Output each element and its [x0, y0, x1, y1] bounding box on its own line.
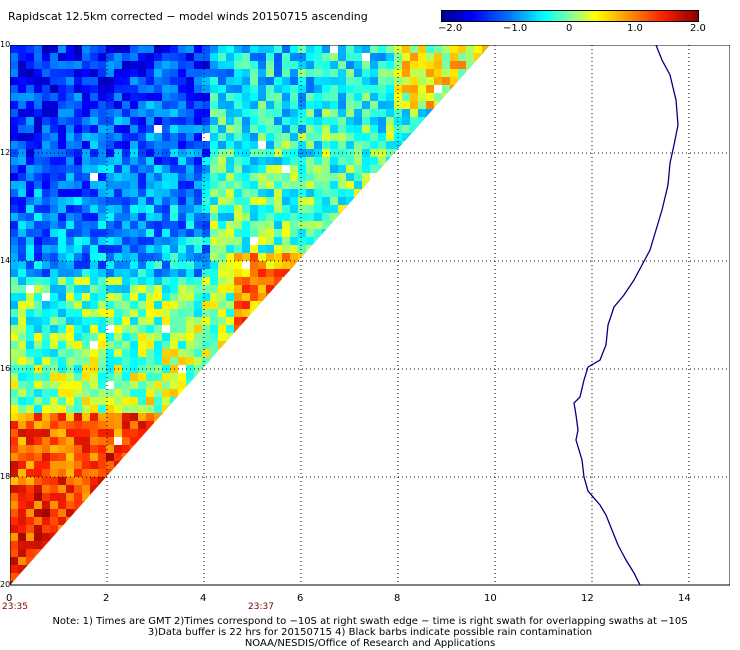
lon-label: 14 [678, 593, 691, 604]
lat-label: 10 [0, 40, 11, 49]
lon-label: 2 [103, 593, 110, 604]
lat-label: 20 [0, 580, 11, 589]
lon-label: 8 [394, 593, 401, 604]
colorbar [441, 10, 699, 22]
lon-label: 4 [200, 593, 207, 604]
map-frame [10, 45, 730, 586]
chart-title: Rapidscat 12.5km corrected − model winds… [8, 10, 368, 23]
lat-label: 16 [0, 364, 11, 373]
time-label: 23:37 [248, 602, 274, 612]
lon-label: 0 [6, 593, 13, 604]
footnote-line: NOAA/NESDIS/Office of Research and Appli… [244, 638, 496, 649]
time-label: 23:35 [2, 602, 28, 612]
colorbar-tick: 1.0 [627, 23, 643, 34]
lon-label: 12 [581, 593, 594, 604]
lon-label: 6 [297, 593, 304, 604]
lat-lon-grid [10, 45, 730, 585]
lon-label: 10 [484, 593, 497, 604]
colorbar-tick: 0 [566, 23, 573, 34]
coastline [573, 45, 679, 586]
lat-label: 12 [0, 148, 11, 157]
footnote-line: 3)Data buffer is 22 hrs for 20150715 4) … [147, 627, 593, 638]
scatterometer-swath [10, 45, 490, 585]
lat-label: 18 [0, 472, 11, 481]
colorbar-tick: 2.0 [690, 23, 706, 34]
lat-label: 14 [0, 256, 11, 265]
colorbar-tick: −1.0 [503, 23, 528, 34]
footnote-line: Note: 1) Times are GMT 2)Times correspon… [52, 616, 688, 627]
colorbar-tick: −2.0 [438, 23, 463, 34]
wind-difference-map [10, 45, 730, 586]
